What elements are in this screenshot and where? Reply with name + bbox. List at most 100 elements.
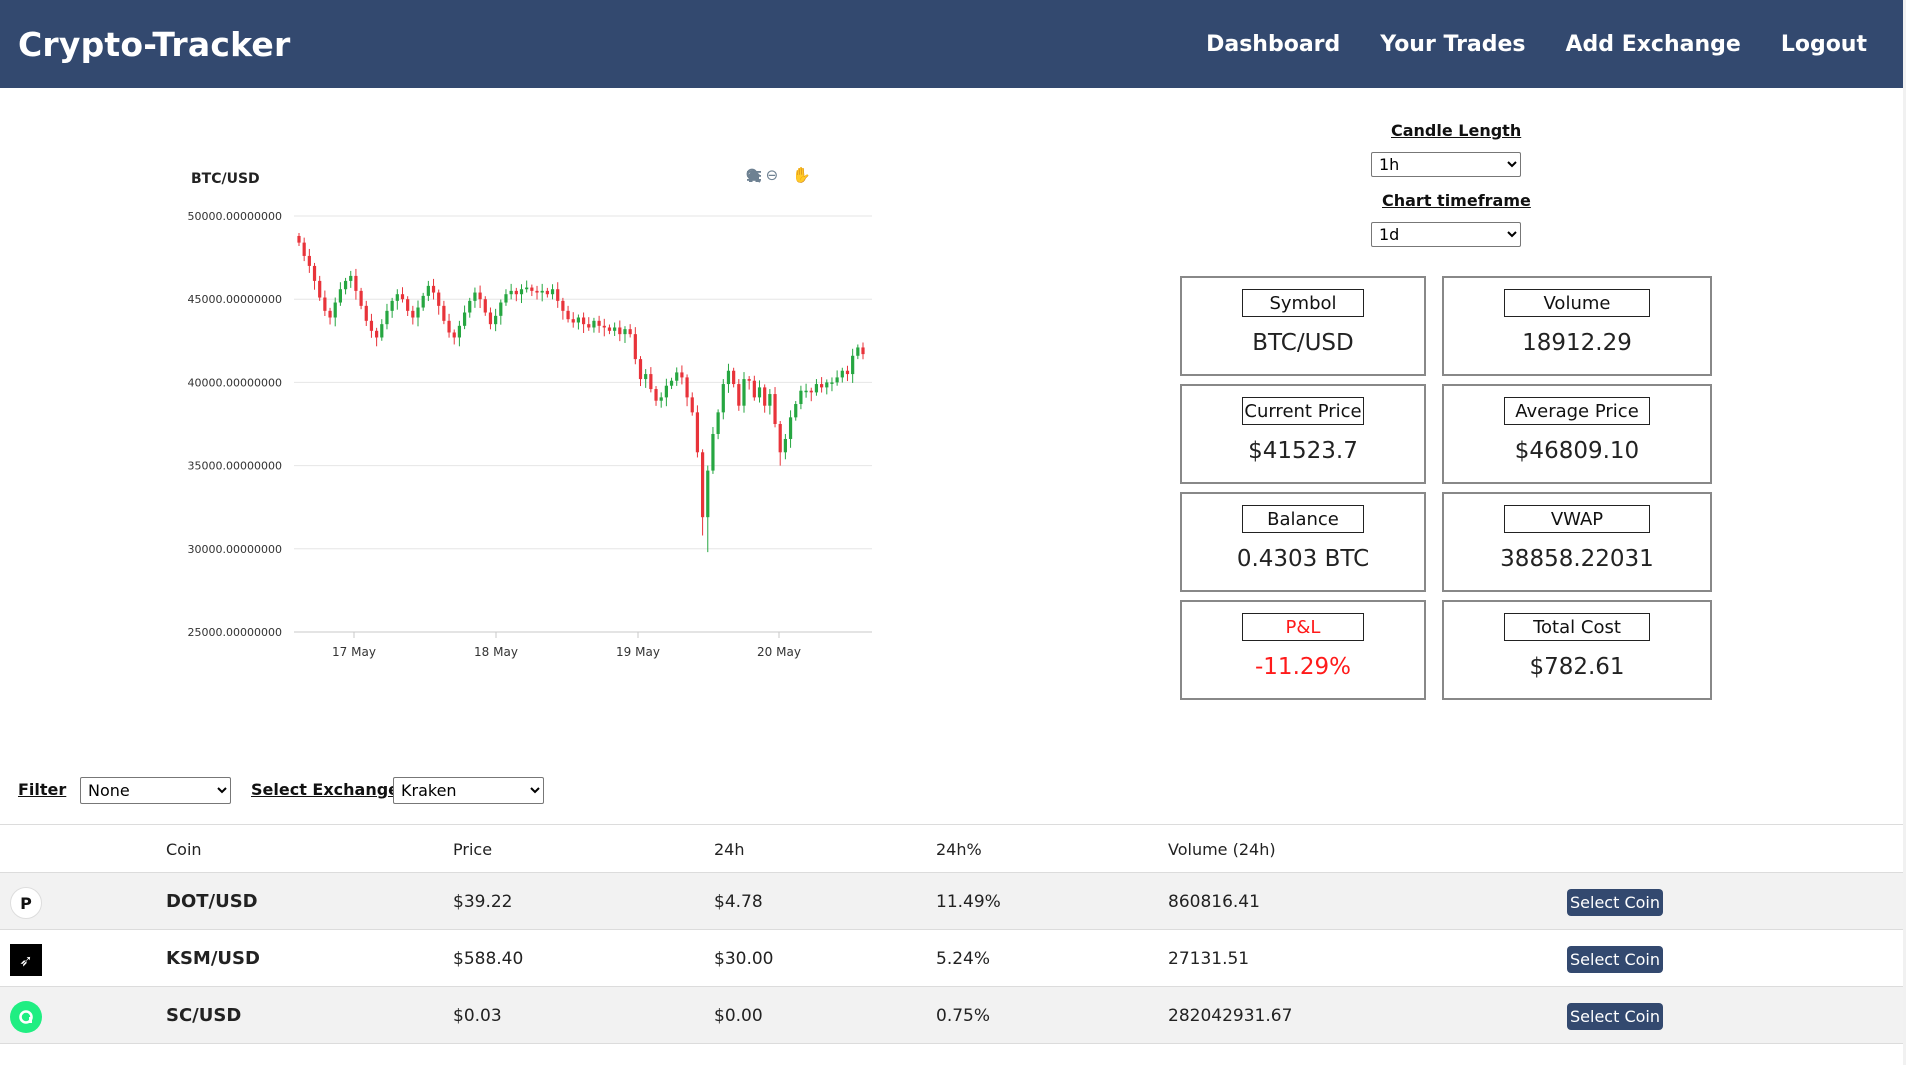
candle-body[interactable] xyxy=(369,320,374,331)
candle-body[interactable] xyxy=(488,312,493,325)
candle-body[interactable] xyxy=(825,382,829,388)
pan-hand-icon[interactable]: ✋ xyxy=(792,166,811,184)
select-coin-button[interactable]: Select Coin xyxy=(1567,946,1663,973)
candle-body[interactable] xyxy=(788,417,793,439)
candle-body[interactable] xyxy=(550,289,555,295)
scrollbar-track[interactable] xyxy=(1903,0,1906,1065)
candle-body[interactable] xyxy=(297,235,301,243)
nav-logout[interactable]: Logout xyxy=(1780,31,1867,57)
candle-body[interactable] xyxy=(613,327,617,331)
candle-body[interactable] xyxy=(820,384,824,388)
candle-body[interactable] xyxy=(400,294,405,300)
nav-add-exchange[interactable]: Add Exchange xyxy=(1565,31,1741,57)
candle-body[interactable] xyxy=(364,305,368,321)
candle-body[interactable] xyxy=(840,370,844,378)
candle-body[interactable] xyxy=(597,320,601,326)
candle-body[interactable] xyxy=(462,312,467,326)
candle-body[interactable] xyxy=(431,285,436,293)
candle-body[interactable] xyxy=(525,287,529,290)
candle-body[interactable] xyxy=(721,384,725,413)
zoom-out-icon[interactable]: ⊖ xyxy=(765,166,779,184)
candle-body[interactable] xyxy=(726,370,731,385)
candle-body[interactable] xyxy=(323,297,327,311)
candle-body[interactable] xyxy=(763,387,767,406)
candle-body[interactable] xyxy=(576,317,581,323)
candle-body[interactable] xyxy=(757,387,762,398)
candle-body[interactable] xyxy=(514,290,518,295)
candle-body[interactable] xyxy=(706,470,710,518)
candle-body[interactable] xyxy=(664,385,668,398)
candle-body[interactable] xyxy=(478,292,482,300)
candle-body[interactable] xyxy=(540,290,544,293)
candle-body[interactable] xyxy=(633,334,637,360)
candle-body[interactable] xyxy=(856,347,860,356)
candle-body[interactable] xyxy=(752,380,756,398)
candlestick-chart-svg[interactable]: 50000.00000000 45000.00000000 40000.000000… xyxy=(182,158,882,678)
candle-body[interactable] xyxy=(592,320,596,328)
candle-body[interactable] xyxy=(675,372,679,381)
candle-length-select[interactable]: 1h xyxy=(1371,152,1521,177)
candle-body[interactable] xyxy=(545,290,549,295)
candle-body[interactable] xyxy=(737,384,741,406)
candle-body[interactable] xyxy=(669,380,674,386)
candle-body[interactable] xyxy=(307,255,311,266)
candle-body[interactable] xyxy=(302,242,306,256)
candle-body[interactable] xyxy=(607,327,612,331)
candle-body[interactable] xyxy=(644,374,648,380)
nav-dashboard[interactable]: Dashboard xyxy=(1206,31,1341,57)
candle-body[interactable] xyxy=(519,289,524,295)
price-chart[interactable]: 50000.00000000 45000.00000000 40000.000000… xyxy=(182,158,882,678)
candle-body[interactable] xyxy=(468,300,472,313)
chart-timeframe-select[interactable]: 1d xyxy=(1371,222,1521,247)
nav-your-trades[interactable]: Your Trades xyxy=(1380,31,1526,57)
candle-body[interactable] xyxy=(447,320,451,333)
candle-body[interactable] xyxy=(804,390,808,393)
candle-body[interactable] xyxy=(809,390,813,393)
candle-body[interactable] xyxy=(343,280,348,290)
candle-body[interactable] xyxy=(494,315,498,325)
candle-body[interactable] xyxy=(835,377,839,383)
candle-body[interactable] xyxy=(602,325,606,328)
candle-body[interactable] xyxy=(618,327,622,335)
candle-body[interactable] xyxy=(556,289,560,301)
table-row[interactable]: SC/USD $0.03 $0.00 0.75% 282042931.67 Se… xyxy=(0,987,1903,1044)
candle-body[interactable] xyxy=(426,285,430,296)
candle-body[interactable] xyxy=(437,292,441,306)
candle-body[interactable] xyxy=(623,329,627,335)
candle-body[interactable] xyxy=(457,325,462,338)
candle-body[interactable] xyxy=(499,302,503,316)
candle-body[interactable] xyxy=(312,265,317,281)
candle-body[interactable] xyxy=(530,287,534,291)
candle-body[interactable] xyxy=(452,332,456,338)
candle-body[interactable] xyxy=(421,295,425,308)
candle-body[interactable] xyxy=(649,374,653,390)
brand-logo[interactable]: Crypto-Tracker xyxy=(18,24,291,64)
candle-body[interactable] xyxy=(354,275,358,291)
candle-body[interactable] xyxy=(581,317,586,325)
candle-body[interactable] xyxy=(845,370,850,375)
candle-body[interactable] xyxy=(571,319,575,323)
candle-body[interactable] xyxy=(716,412,720,434)
candle-body[interactable] xyxy=(814,384,819,393)
candle-body[interactable] xyxy=(654,389,658,401)
candle-body[interactable] xyxy=(561,300,565,311)
candle-body[interactable] xyxy=(385,310,389,325)
candle-body[interactable] xyxy=(711,433,715,471)
candle-body[interactable] xyxy=(509,290,513,295)
candle-body[interactable] xyxy=(680,372,684,378)
exchange-select[interactable]: Kraken xyxy=(393,777,544,804)
candle-body[interactable] xyxy=(416,307,420,318)
candle-body[interactable] xyxy=(700,452,705,518)
table-row[interactable]: ➶ KSM/USD $588.40 $30.00 5.24% 27131.51 … xyxy=(0,930,1903,987)
candle-body[interactable] xyxy=(375,330,379,338)
candle-body[interactable] xyxy=(794,404,798,418)
candle-body[interactable] xyxy=(333,302,337,318)
candle-body[interactable] xyxy=(659,397,663,401)
table-row[interactable]: P DOT/USD $39.22 $4.78 11.49% 860816.41 … xyxy=(0,873,1903,930)
candle-body[interactable] xyxy=(851,355,855,375)
candle-body[interactable] xyxy=(566,310,570,320)
candle-body[interactable] xyxy=(747,379,751,381)
candle-body[interactable] xyxy=(799,390,803,405)
candle-body[interactable] xyxy=(690,397,694,413)
candle-body[interactable] xyxy=(483,299,487,313)
